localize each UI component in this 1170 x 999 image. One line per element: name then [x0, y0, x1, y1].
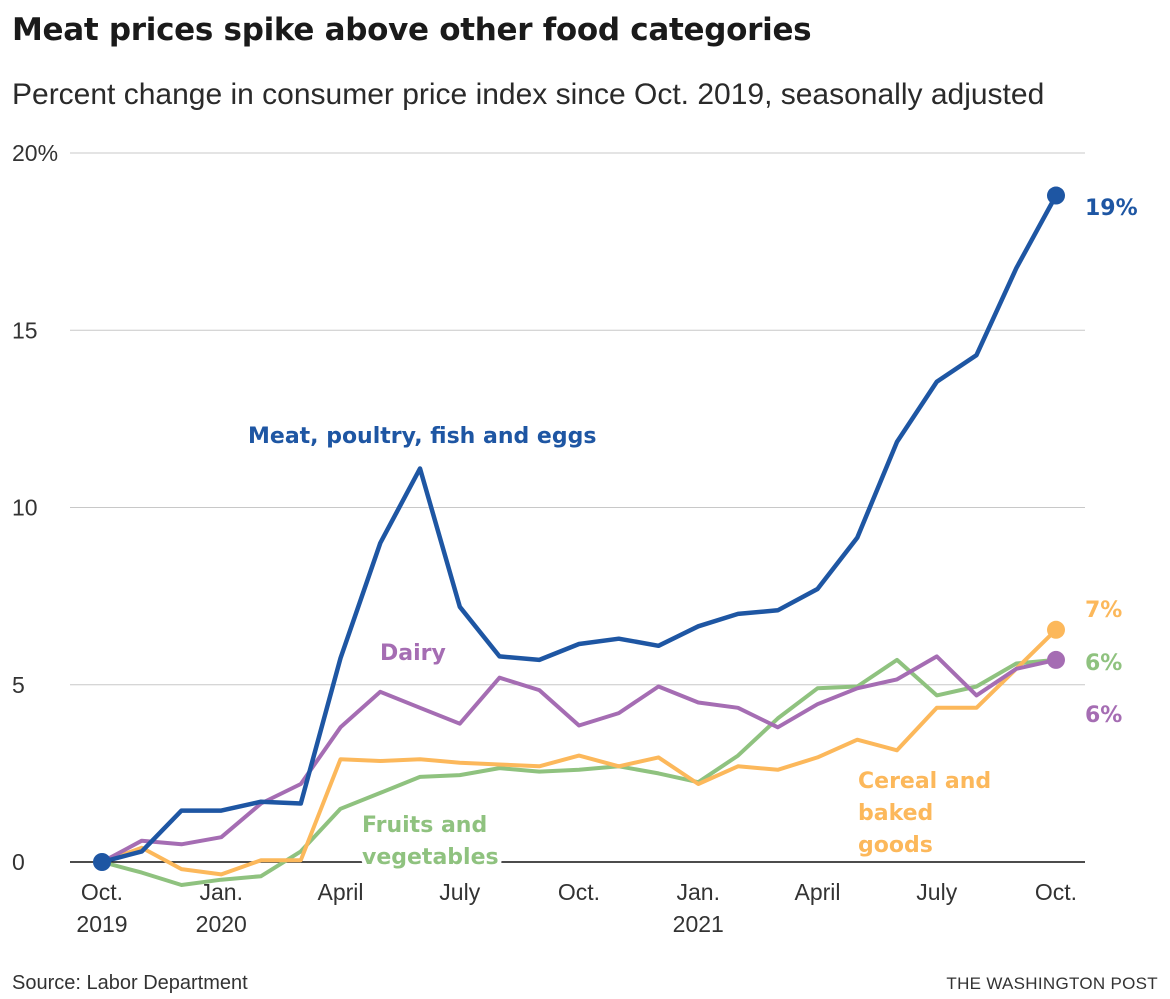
x-tick-label: July — [916, 879, 957, 905]
series-label-dairy: Dairy — [380, 641, 446, 666]
end-label-fruits: 6% — [1085, 651, 1122, 676]
end-dot-meat — [1047, 186, 1065, 205]
y-tick-label: 10 — [12, 495, 38, 521]
series-line-dairy — [100, 654, 1058, 864]
end-label-cereal: 7% — [1085, 598, 1122, 623]
start-dot — [93, 853, 111, 871]
x-tick-label: April — [317, 879, 363, 905]
x-tick-year-label: 2020 — [196, 911, 247, 937]
series-label-halo: Fruits and — [362, 813, 487, 838]
x-tick-label: April — [794, 879, 840, 905]
series-label-fruits: Fruits and — [362, 813, 487, 838]
y-tick-label: 0 — [12, 849, 25, 875]
series-label-cereal: goods — [858, 833, 933, 858]
series-lines — [93, 186, 1065, 887]
end-label-dairy: 6% — [1085, 703, 1122, 728]
series-label-halo: vegetables — [362, 845, 499, 870]
series-line-meat — [99, 193, 1059, 865]
series-label-meat: Meat, poultry, fish and eggs — [248, 424, 596, 449]
line-chart: 0 5 10 15 20% Oct. 2019 Jan. 2020 April July Oct. J… — [12, 140, 1138, 937]
end-dot-cereal — [1047, 620, 1065, 639]
credit-logo: THE WASHINGTON POST — [946, 974, 1158, 993]
y-tick-label: 5 — [12, 672, 25, 698]
y-axis-ticks: 0 5 10 15 20% — [12, 140, 58, 875]
y-tick-label: 20% — [12, 140, 58, 166]
series-label-cereal: Cereal and — [858, 769, 991, 794]
end-dot-dairy — [1047, 650, 1065, 669]
x-tick-label: July — [439, 879, 480, 905]
series-label-cereal: baked — [858, 801, 933, 826]
x-tick-label: Oct. — [558, 879, 600, 905]
chart-title: Meat prices spike above other food categ… — [12, 12, 812, 48]
source-note: Source: Labor Department — [12, 972, 248, 994]
series-line-fruits — [100, 657, 1058, 887]
chart-subtitle: Percent change in consumer price index s… — [12, 78, 1045, 111]
x-tick-year-label: 2021 — [673, 911, 724, 937]
x-tick-label: Oct. — [81, 879, 123, 905]
x-tick-year-label: 2019 — [76, 911, 127, 937]
end-label-meat: 19% — [1085, 196, 1138, 221]
series-label-fruits: vegetables — [362, 845, 499, 870]
x-tick-label: Jan. — [677, 879, 720, 905]
series-line-cereal — [100, 627, 1058, 877]
gridlines — [70, 152, 1085, 863]
y-tick-label: 15 — [12, 317, 38, 343]
x-tick-label: Oct. — [1035, 879, 1077, 905]
